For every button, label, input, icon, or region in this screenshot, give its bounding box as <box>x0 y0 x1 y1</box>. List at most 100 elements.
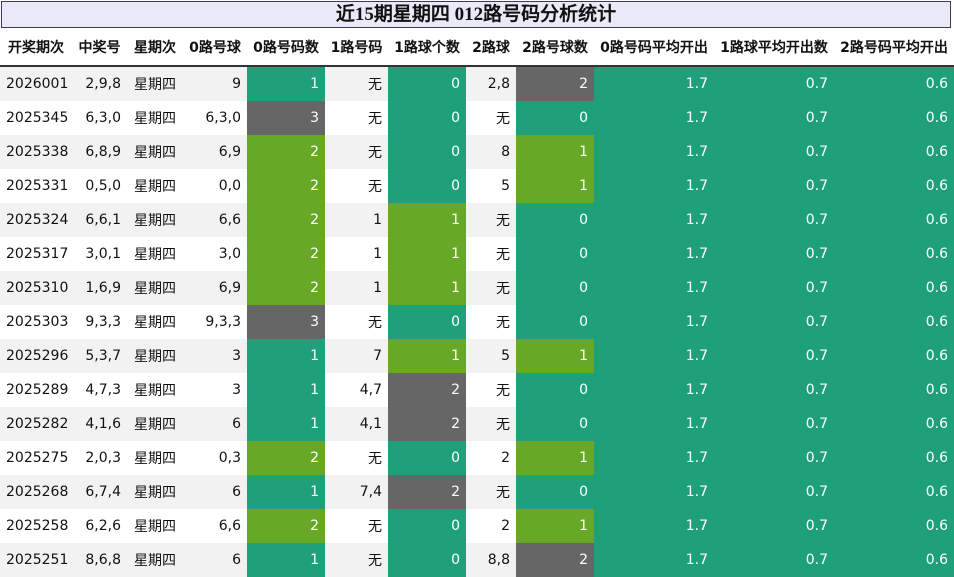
table-cell: 2 <box>516 543 594 577</box>
table-cell: 6,2,6 <box>72 509 127 543</box>
table-cell: 3 <box>183 339 247 373</box>
table-cell: 0 <box>388 169 466 203</box>
table-row: 2025331 0,5,0 星期四 0,0 2 无 0 5 1 1.7 0.7 0.6 <box>0 169 954 203</box>
table-row: 2025258 6,2,6 星期四 6,6 2 无 0 2 1 1.7 0.7 0.6 <box>0 509 954 543</box>
table-cell: 2 <box>516 66 594 101</box>
table-cell: 1 <box>247 66 325 101</box>
table-cell: 8,8 <box>466 543 516 577</box>
table-cell: 0.7 <box>714 441 834 475</box>
table-cell: 无 <box>466 203 516 237</box>
table-cell: 4,1 <box>325 407 388 441</box>
table-row: 2025338 6,8,9 星期四 6,9 2 无 0 8 1 1.7 0.7 0.6 <box>0 135 954 169</box>
table-cell: 星期四 <box>127 373 183 407</box>
table-cell: 3,0,1 <box>72 237 127 271</box>
table-cell: 2 <box>247 509 325 543</box>
table-cell: 0 <box>388 135 466 169</box>
table-cell: 2 <box>466 509 516 543</box>
table-cell: 0 <box>388 441 466 475</box>
table-cell: 星期四 <box>127 203 183 237</box>
table-cell: 无 <box>325 101 388 135</box>
table-cell: 9,3,3 <box>72 305 127 339</box>
table-cell: 星期四 <box>127 407 183 441</box>
table-cell: 无 <box>325 135 388 169</box>
table-cell: 6,3,0 <box>72 101 127 135</box>
table-cell: 0 <box>388 101 466 135</box>
table-cell: 0.6 <box>834 509 954 543</box>
table-cell: 星期四 <box>127 543 183 577</box>
header-row: 开奖期次 中奖号 星期次 0路号球 0路号码数 1路号码 1路球个数 2路球 2路号球数 0路号码… <box>0 29 954 67</box>
table-cell: 1 <box>516 339 594 373</box>
column-header: 中奖号 <box>72 29 127 67</box>
table-cell: 0 <box>516 101 594 135</box>
table-cell: 1 <box>388 203 466 237</box>
table-cell: 无 <box>466 237 516 271</box>
table-cell: 2 <box>247 203 325 237</box>
table-cell: 0.7 <box>714 305 834 339</box>
table-cell: 1,6,9 <box>72 271 127 305</box>
table-cell: 2025289 <box>0 373 72 407</box>
column-header: 2路号球数 <box>516 29 594 67</box>
table-cell: 1.7 <box>594 339 714 373</box>
table-cell: 1.7 <box>594 373 714 407</box>
table-cell: 2025268 <box>0 475 72 509</box>
table-cell: 0.6 <box>834 135 954 169</box>
column-header: 2路号码平均开出 <box>834 29 954 67</box>
table-cell: 2025317 <box>0 237 72 271</box>
table-cell: 星期四 <box>127 441 183 475</box>
table-row: 2025251 8,6,8 星期四 6 1 无 0 8,8 2 1.7 0.7 0.6 <box>0 543 954 577</box>
table-cell: 无 <box>325 169 388 203</box>
table-cell: 2,9,8 <box>72 66 127 101</box>
table-row: 2025324 6,6,1 星期四 6,6 2 1 1 无 0 1.7 0.7 0.6 <box>0 203 954 237</box>
column-header: 0路号球 <box>183 29 247 67</box>
table-cell: 0.6 <box>834 203 954 237</box>
table-row: 2025268 6,7,4 星期四 6 1 7,4 2 无 0 1.7 0.7 0.6 <box>0 475 954 509</box>
table-body: 2026001 2,9,8 星期四 9 1 无 0 2,8 2 1.7 0.7 0.6 2025345 6… <box>0 66 954 577</box>
table-cell: 7 <box>325 339 388 373</box>
table-cell: 0.6 <box>834 441 954 475</box>
table-cell: 0.6 <box>834 543 954 577</box>
table-cell: 无 <box>325 305 388 339</box>
table-cell: 2 <box>247 271 325 305</box>
table-cell: 5 <box>466 169 516 203</box>
table-row: 2025289 4,7,3 星期四 3 1 4,7 2 无 0 1.7 0.7 0.6 <box>0 373 954 407</box>
stats-table: 开奖期次 中奖号 星期次 0路号球 0路号码数 1路号码 1路球个数 2路球 2路号球数 0路号码… <box>0 29 954 577</box>
table-cell: 1.7 <box>594 169 714 203</box>
table-cell: 1.7 <box>594 407 714 441</box>
table-cell: 1.7 <box>594 509 714 543</box>
table-row: 2025303 9,3,3 星期四 9,3,3 3 无 0 无 0 1.7 0.7 0.6 <box>0 305 954 339</box>
table-cell: 1 <box>516 441 594 475</box>
table-cell: 0.7 <box>714 101 834 135</box>
table-cell: 2025338 <box>0 135 72 169</box>
table-cell: 无 <box>325 66 388 101</box>
table-cell: 9 <box>183 66 247 101</box>
table-row: 2025310 1,6,9 星期四 6,9 2 1 1 无 0 1.7 0.7 0.6 <box>0 271 954 305</box>
table-cell: 1 <box>516 509 594 543</box>
table-cell: 无 <box>466 305 516 339</box>
table-cell: 2,0,3 <box>72 441 127 475</box>
table-cell: 2 <box>247 135 325 169</box>
table-cell: 0.7 <box>714 475 834 509</box>
table-cell: 1 <box>388 339 466 373</box>
table-cell: 0 <box>388 66 466 101</box>
table-cell: 6,8,9 <box>72 135 127 169</box>
table-cell: 0 <box>516 407 594 441</box>
table-cell: 2 <box>247 237 325 271</box>
table-cell: 4,7,3 <box>72 373 127 407</box>
table-cell: 2025303 <box>0 305 72 339</box>
table-cell: 0.7 <box>714 543 834 577</box>
table-cell: 星期四 <box>127 475 183 509</box>
table-cell: 1.7 <box>594 101 714 135</box>
table-cell: 1.7 <box>594 66 714 101</box>
column-header: 0路号码数 <box>247 29 325 67</box>
table-cell: 0.7 <box>714 339 834 373</box>
table-cell: 1 <box>247 373 325 407</box>
table-cell: 5 <box>466 339 516 373</box>
table-cell: 8 <box>466 135 516 169</box>
column-header: 开奖期次 <box>0 29 72 67</box>
table-row: 2025275 2,0,3 星期四 0,3 2 无 0 2 1 1.7 0.7 0.6 <box>0 441 954 475</box>
table-row: 2025317 3,0,1 星期四 3,0 2 1 1 无 0 1.7 0.7 0.6 <box>0 237 954 271</box>
table-cell: 1.7 <box>594 441 714 475</box>
table-cell: 1 <box>516 135 594 169</box>
table-cell: 6,6,1 <box>72 203 127 237</box>
table-cell: 1.7 <box>594 543 714 577</box>
